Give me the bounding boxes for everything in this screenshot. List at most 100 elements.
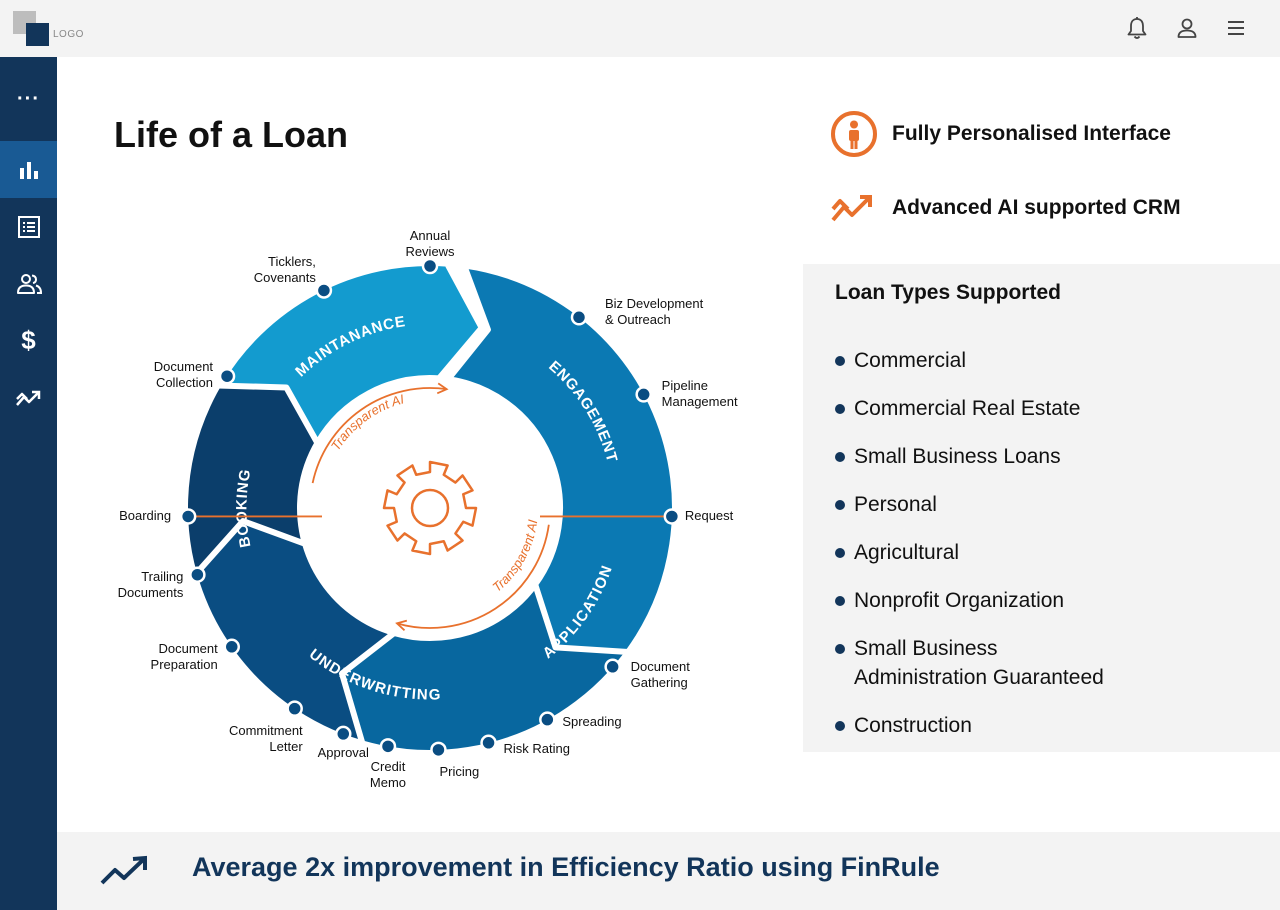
step-label: Document Preparation [151, 641, 218, 673]
loan-type-label: Personal [854, 493, 937, 516]
step-marker [570, 309, 588, 326]
step-label-line: Annual [409, 228, 451, 243]
sidebar-item-list[interactable] [0, 198, 57, 255]
step-label-line: Spreading [562, 713, 622, 729]
sidebar-item-more[interactable]: ··· [0, 74, 57, 131]
step-marker [480, 734, 497, 752]
step-label: Ticklers, Covenants [254, 254, 316, 286]
loan-types-list: Commercial Commercial Real Estate Small Bu… [835, 346, 1265, 759]
footer-text: Average 2x improvement in Efficiency Rat… [192, 852, 940, 882]
loan-type-item: Small Business Loans [835, 442, 1265, 471]
loan-type-label: Administration Guaranteed [854, 666, 1104, 689]
step-label-line: Collection [155, 375, 214, 391]
sidebar: ··· $ [0, 57, 57, 910]
step-label-line: Approval [317, 744, 369, 760]
center-circle [300, 378, 560, 638]
step-label-line: Boarding [119, 508, 172, 524]
step-marker [430, 741, 447, 759]
step-label-line: Request [684, 508, 734, 524]
loan-type-item: Commercial Real Estate [835, 394, 1265, 423]
person-circle-icon [831, 111, 877, 157]
step-label-line: Document [158, 640, 218, 656]
step-marker [635, 386, 652, 403]
loan-type-label: Nonprofit Organization [854, 589, 1065, 612]
bar-chart-icon [19, 161, 38, 179]
loan-type-label: Commercial [854, 349, 967, 372]
feature-label: Fully Personalised Interface [892, 122, 1171, 145]
step-marker [604, 658, 621, 676]
step-label: Risk Rating [504, 741, 570, 757]
ai-arrow [396, 524, 550, 629]
sidebar-item-trends[interactable] [0, 369, 57, 426]
step-marker [335, 725, 352, 743]
step-label: Boarding [119, 508, 171, 524]
step-label-line: Pricing [439, 763, 480, 779]
sidebar-item-finance[interactable]: $ [0, 312, 57, 369]
trend-icon [831, 195, 872, 222]
page-title: Life of a Loan [114, 114, 348, 155]
step-marker [663, 508, 681, 525]
step-label: Pipeline Management [662, 378, 738, 410]
loan-type-item: Nonprofit Organization [835, 586, 1265, 615]
step-label-line: Risk Rating [503, 740, 570, 756]
step-label: Pricing [439, 764, 479, 780]
sidebar-item-analytics[interactable] [0, 141, 57, 198]
step-label: Commitment Letter [229, 723, 303, 755]
feature-personalised-interface: Fully Personalised Interface [830, 110, 1171, 158]
step-label: Document Gathering [631, 659, 690, 691]
trend-icon [15, 390, 40, 406]
step-label-line: Commitment [228, 722, 303, 738]
step-label: Request [685, 508, 733, 524]
step-label-line: Reviews [405, 244, 455, 259]
loan-type-label: Construction [854, 714, 972, 737]
step-label-line: Biz Development [604, 296, 704, 312]
users-icon [16, 273, 42, 294]
list-icon [17, 215, 40, 238]
feature-ai-crm: Advanced AI supported CRM [830, 190, 1181, 226]
step-label-line: & Outreach [604, 312, 671, 328]
loan-type-item: Agricultural [835, 538, 1265, 567]
gear-icon [382, 460, 478, 556]
step-label: Biz Development & Outreach [605, 296, 703, 328]
step-marker [223, 638, 241, 656]
step-label-line: Covenants [253, 270, 316, 286]
bell-icon[interactable] [1123, 14, 1151, 42]
step-label-line: Document [630, 658, 690, 674]
step-label-line: Memo [369, 775, 407, 791]
loan-type-item: Personal [835, 490, 1265, 519]
step-label: Trailing Documents [118, 569, 184, 601]
loan-type-label: Commercial Real Estate [854, 397, 1081, 420]
feature-label: Advanced AI supported CRM [892, 196, 1181, 219]
arrow-head-icon [395, 619, 408, 631]
loan-lifecycle-diagram: MAINTANANCE ENGAGEMENT APPLICATION UNDERWRI… [90, 215, 770, 805]
step-label: Annual Reviews [405, 228, 454, 260]
step-label-line: Trailing [141, 568, 184, 584]
step-label-line: Management [661, 394, 738, 410]
step-label-line: Document [153, 359, 214, 375]
step-marker [379, 738, 397, 755]
step-label: Approval [318, 745, 369, 761]
menu-icon[interactable] [1222, 14, 1250, 42]
loan-types-title: Loan Types Supported [835, 281, 1061, 304]
step-marker [539, 711, 556, 728]
step-label-line: Gathering [630, 674, 688, 690]
step-label: Document Collection [154, 359, 213, 391]
step-marker [218, 367, 236, 385]
ai-arrow [311, 387, 447, 484]
step-marker [315, 282, 333, 299]
step-label-line: Letter [269, 738, 303, 754]
logo[interactable]: LOGO [13, 11, 93, 51]
step-label-line: Preparation [150, 656, 218, 672]
sidebar-item-users[interactable] [0, 255, 57, 312]
footer-banner: Average 2x improvement in Efficiency Rat… [57, 832, 1280, 910]
logo-text: LOGO [53, 29, 84, 40]
gear-hub [410, 488, 450, 528]
trend-up-icon [100, 855, 147, 885]
loan-type-label: Small Business [854, 637, 998, 660]
step-label-line: Ticklers, [268, 254, 316, 270]
more-dots-icon: ··· [17, 87, 40, 110]
step-label-line: Pipeline [661, 378, 708, 394]
loan-type-label: Small Business Loans [854, 445, 1061, 468]
user-icon[interactable] [1173, 14, 1201, 42]
loan-type-label: Agricultural [854, 541, 960, 564]
